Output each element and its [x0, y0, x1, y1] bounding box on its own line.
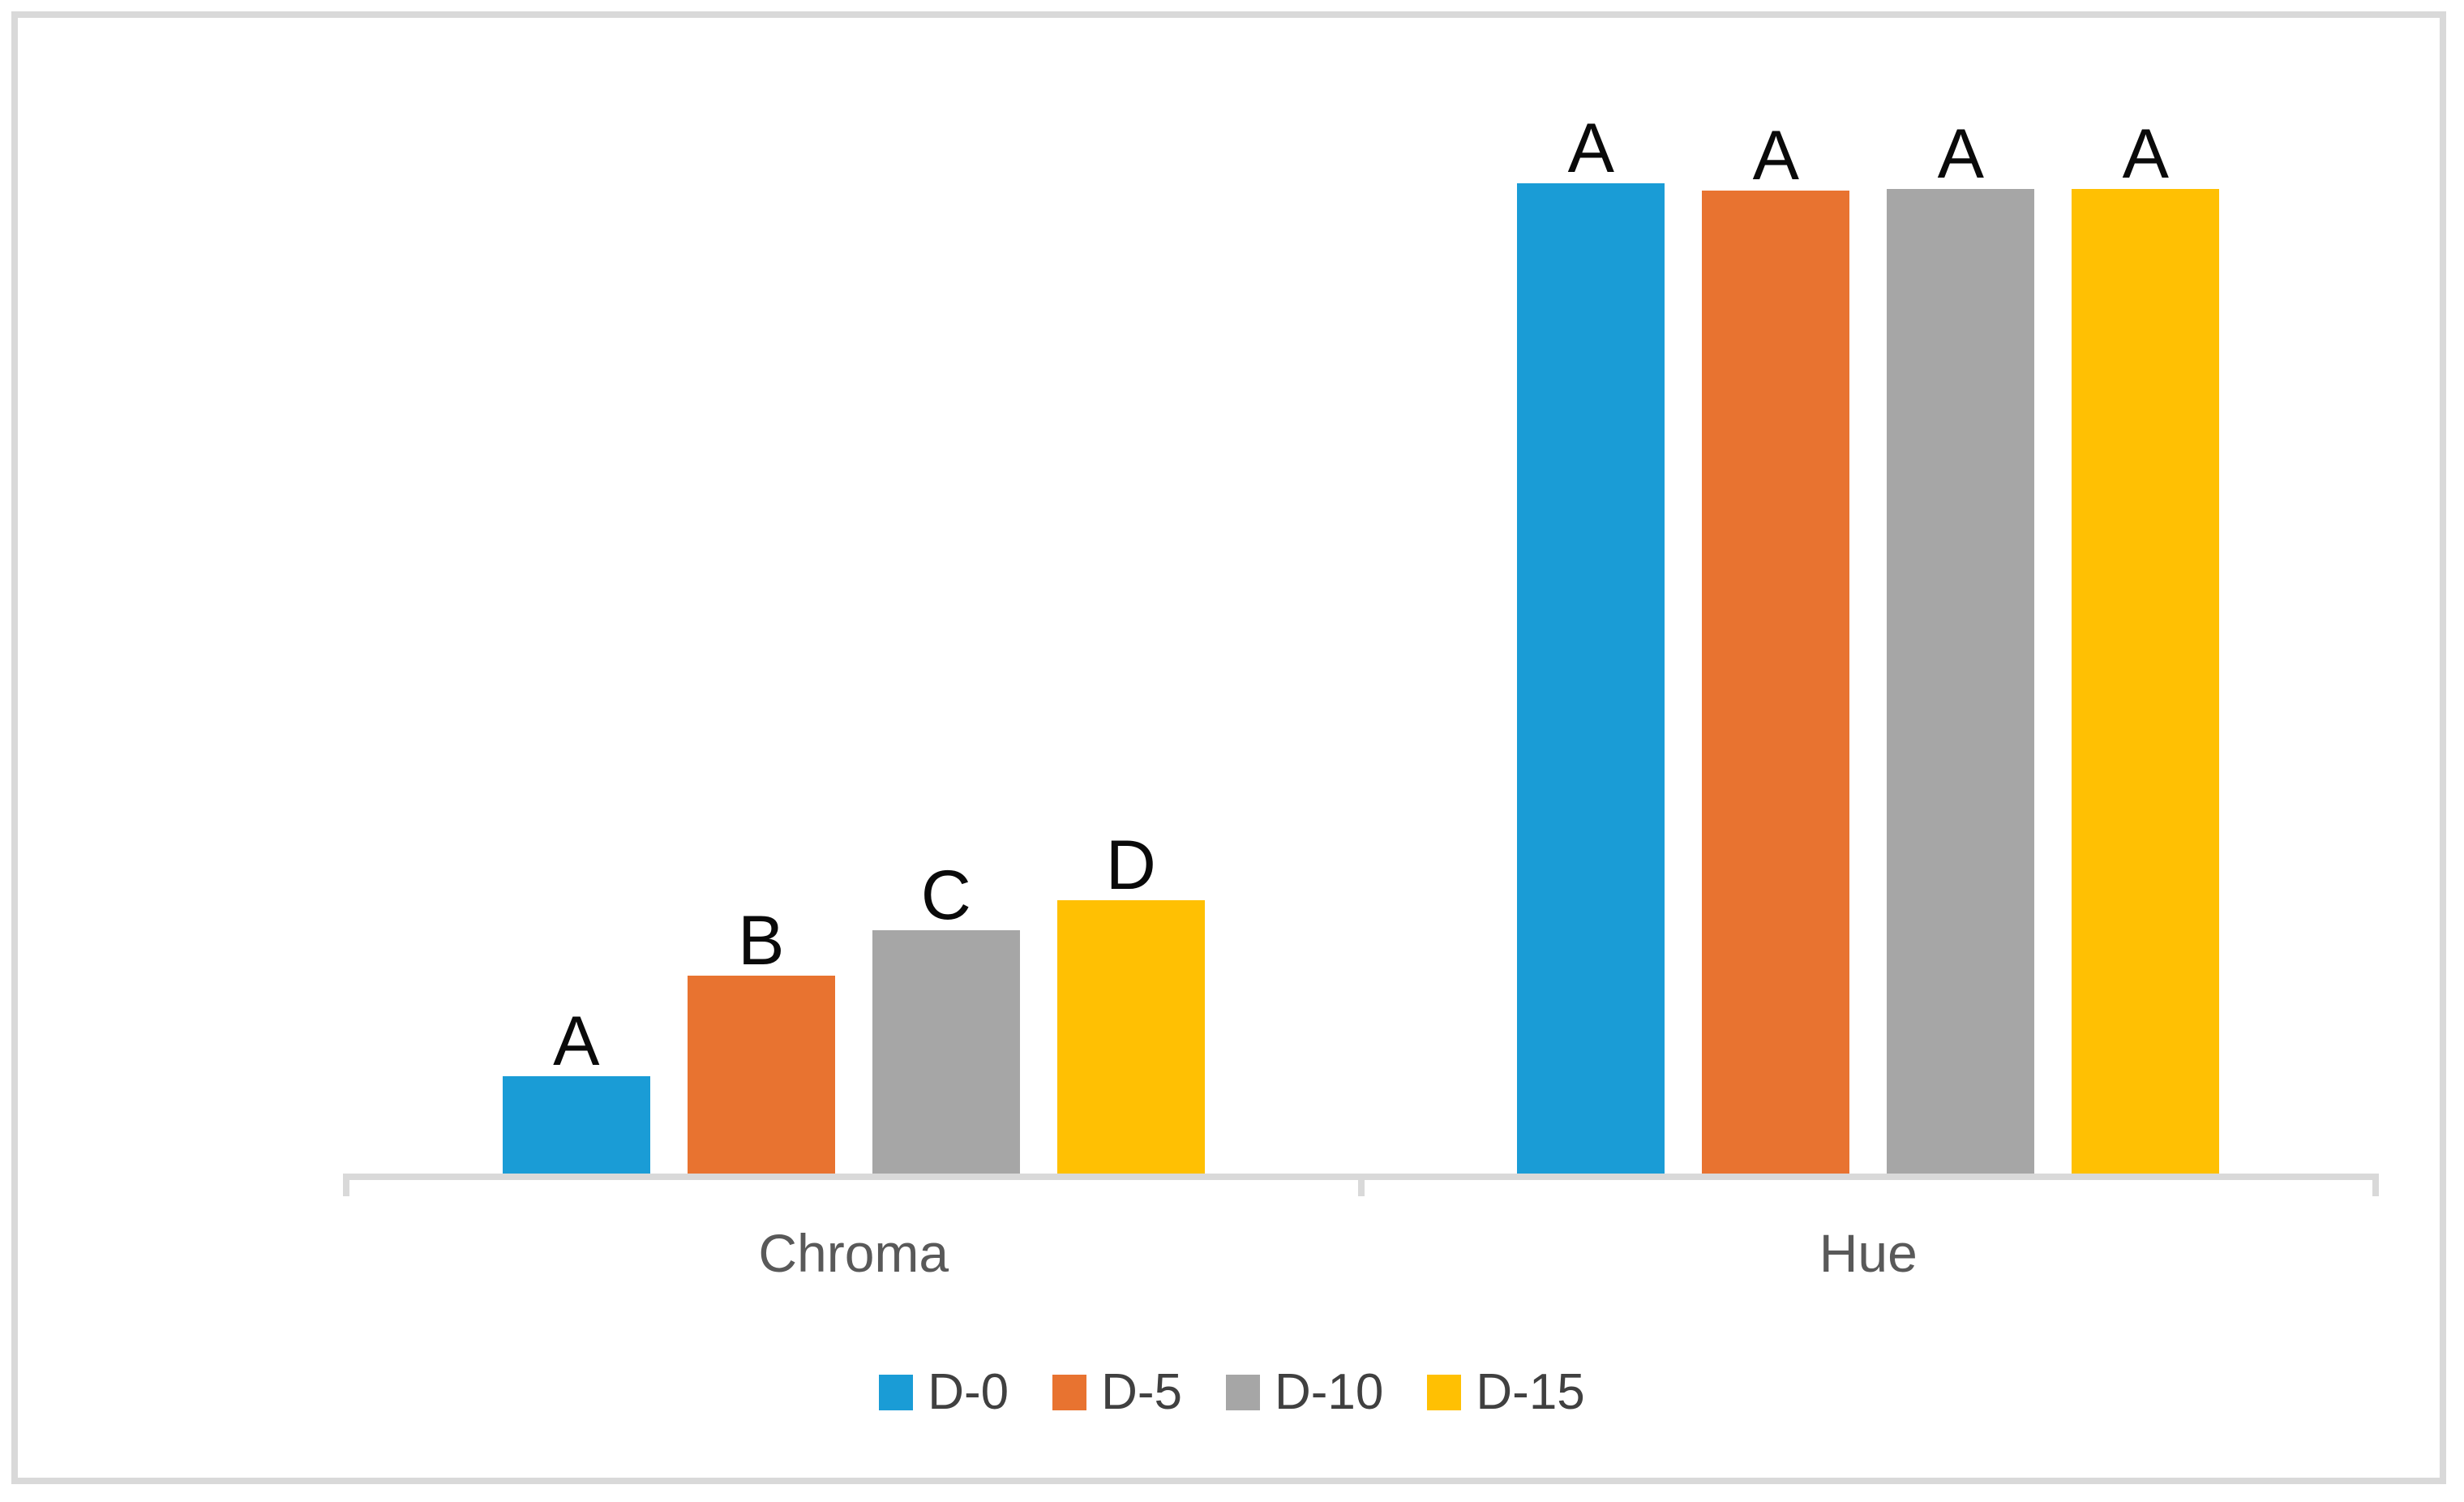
bar-hue-d-10 [1887, 189, 2035, 1174]
bar-label: A [1752, 117, 1799, 195]
x-axis-tick [1357, 1174, 1365, 1196]
legend-swatch-icon [1427, 1375, 1462, 1410]
bar-label: A [553, 1002, 600, 1080]
legend-swatch-icon [1226, 1375, 1261, 1410]
chart-frame [11, 11, 2446, 1484]
bar-chroma-d-0 [502, 1076, 650, 1174]
legend-item-d-5: D-5 [1052, 1367, 1182, 1418]
legend-label: D-0 [928, 1364, 1009, 1420]
legend-item-d-10: D-10 [1226, 1367, 1383, 1418]
x-axis-tick [2372, 1174, 2379, 1196]
bar-chroma-d-10 [872, 930, 1020, 1174]
bar-label: A [2122, 115, 2169, 193]
bar-label: A [1937, 115, 1984, 193]
bar-label: B [738, 902, 785, 980]
legend-label: D-5 [1101, 1364, 1183, 1420]
x-axis-tick [343, 1174, 349, 1196]
bar-hue-d-15 [2072, 189, 2220, 1174]
legend-swatch-icon [1052, 1375, 1087, 1410]
bar-chroma-d-5 [687, 976, 835, 1174]
legend-item-d-15: D-15 [1427, 1364, 1585, 1420]
bar-chroma-d-15 [1056, 900, 1205, 1174]
bar-hue-d-0 [1517, 183, 1665, 1174]
category-label-chroma: Chroma [758, 1223, 949, 1283]
category-label-hue: Hue [1819, 1223, 1918, 1283]
bar-hue-d-5 [1702, 191, 1850, 1174]
bar-label: D [1105, 826, 1156, 904]
bar-label: A [1567, 109, 1614, 187]
bar-label: C [920, 856, 971, 934]
legend-swatch-icon [879, 1375, 914, 1410]
legend-label: D-15 [1476, 1364, 1585, 1420]
legend-label: D-10 [1275, 1364, 1384, 1420]
legend-item-d-0: D-0 [879, 1367, 1009, 1418]
legend: D-0 D-5 D-10 D-15 [0, 1367, 2464, 1418]
